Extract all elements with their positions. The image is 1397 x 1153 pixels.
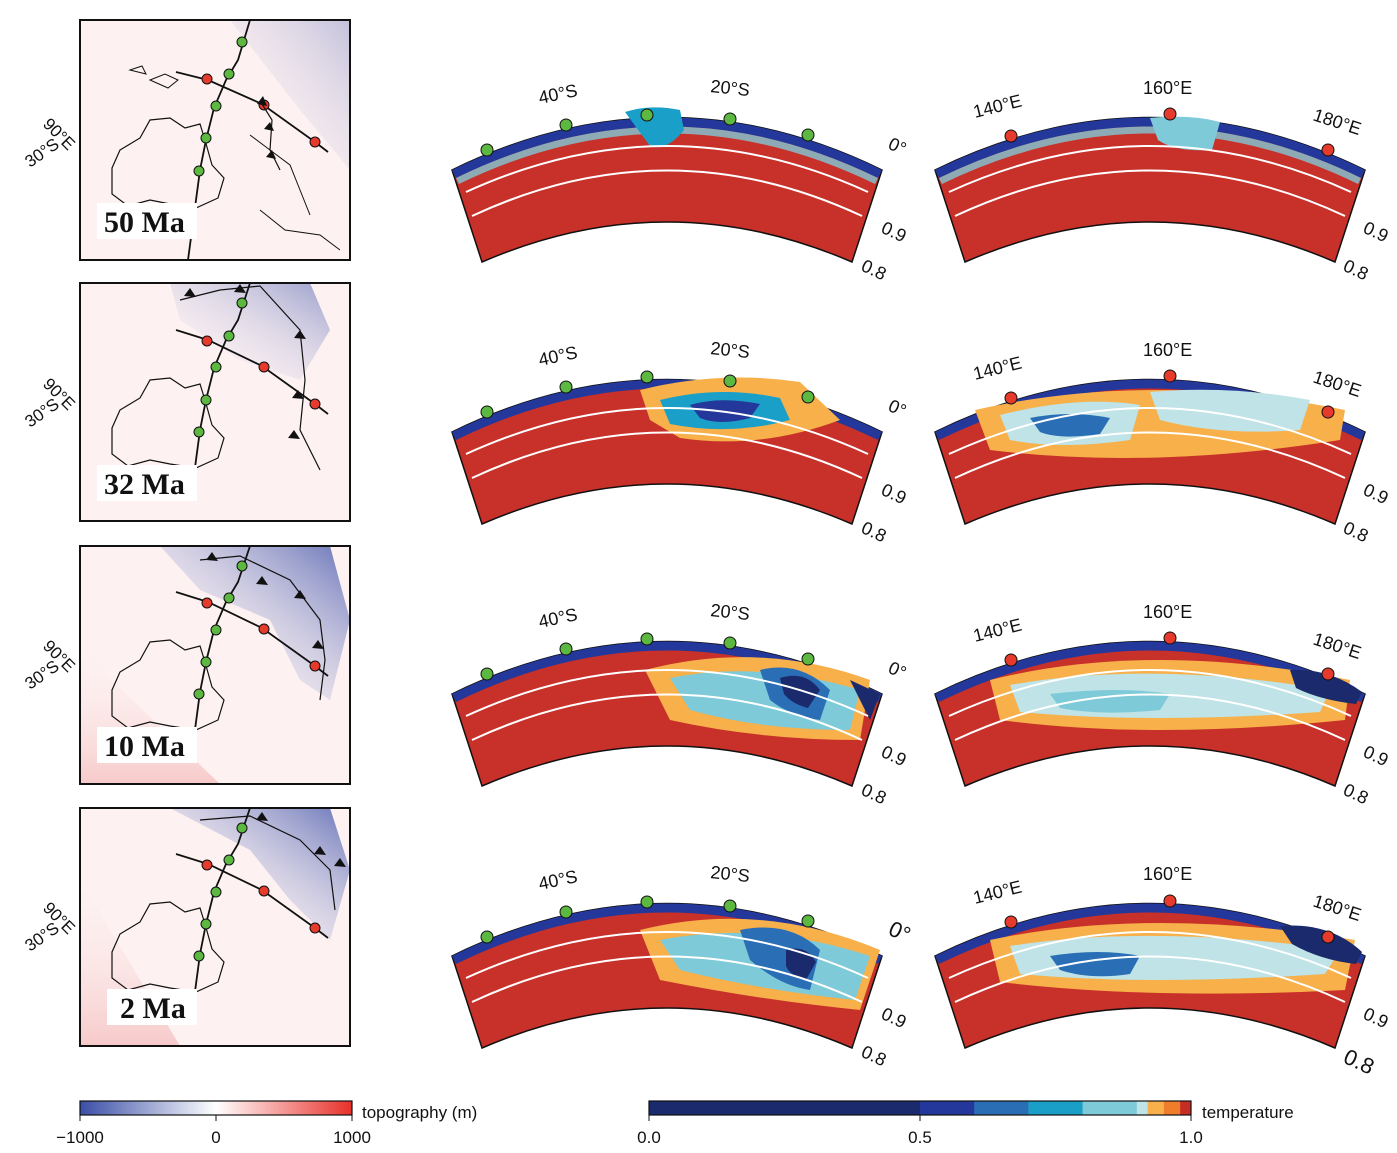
temp-colorbar-segment xyxy=(1180,1101,1192,1115)
tick-160e: 160°E xyxy=(1143,78,1192,98)
temp-tick-max: 1.0 xyxy=(1179,1128,1203,1147)
temp-colorbar-segment xyxy=(1163,1101,1181,1115)
depth-0-8: 0.8 xyxy=(1340,517,1371,546)
temp-colorbar-segment xyxy=(974,1101,1029,1115)
tick-180e: 180°E xyxy=(1311,891,1364,925)
cross-section-b: 140°E 160°E 180°E 0.9 0.8 xyxy=(934,602,1391,808)
topography-colorbar: −1000 0 1000 topography (m) xyxy=(56,1100,477,1147)
tick-20s: 20°S xyxy=(710,338,751,362)
row-50ma: 50 Ma 30°S 90°E 40°S 20°S 0° 0.9 0.8 xyxy=(21,19,1391,284)
cross-section-b: 140°E 160°E 180°E 0.9 0.8 xyxy=(934,340,1391,546)
depth-0-8: 0.8 xyxy=(1340,255,1371,284)
map-panel: 2 Ma 30°S 90°E xyxy=(21,807,351,1047)
green-marker xyxy=(200,132,212,144)
temperature-colorbar: 0.0 0.5 1.0 temperature xyxy=(637,1100,1294,1147)
subduction-triangle xyxy=(257,96,267,106)
age-label: 50 Ma xyxy=(104,206,185,239)
temp-colorbar-segment xyxy=(1082,1101,1138,1115)
topo-tick-min: −1000 xyxy=(56,1128,104,1147)
red-marker xyxy=(201,73,213,85)
map-panel: 10 Ma 30°S 90°E xyxy=(21,545,351,785)
tick-180e: 180°E xyxy=(1311,629,1364,663)
topo-tick-max: 1000 xyxy=(333,1128,371,1147)
row-2ma: 2 Ma 30°S 90°E 40°S 20°S 0° 0.9 0.8 xyxy=(21,807,1391,1080)
row-32ma: 32 Ma 30°S 90°E 40°S 20°S 0° 0.9 0.8 xyxy=(21,282,1391,546)
tick-140e: 140°E xyxy=(971,353,1024,384)
tick-180e: 180°E xyxy=(1311,367,1364,401)
age-label-bg xyxy=(97,203,197,239)
tick-20s: 20°S xyxy=(710,76,751,100)
tick-140e: 140°E xyxy=(971,877,1024,908)
depth-0-8: 0.8 xyxy=(858,517,889,546)
map-frame xyxy=(79,807,351,1047)
tick-20s: 20°S xyxy=(710,600,751,624)
map-frame xyxy=(79,19,351,261)
red-marker xyxy=(309,136,321,148)
temperature-gradient xyxy=(649,1101,1192,1115)
age-label: 32 Ma xyxy=(104,468,185,501)
green-marker xyxy=(210,100,222,112)
map-frame xyxy=(79,545,351,785)
tick-20s: 20°S xyxy=(710,862,751,886)
cross-section-a: 40°S 20°S 0° 0.9 0.8 xyxy=(451,600,909,808)
tick-160e: 160°E xyxy=(1143,602,1192,622)
depth-0-8: 0.8 xyxy=(1340,779,1371,808)
tick-0deg: 0° xyxy=(885,395,909,420)
topo-tick-zero: 0 xyxy=(211,1128,220,1147)
depth-0-8: 0.8 xyxy=(858,255,889,284)
cross-section-a: 40°S 20°S 0° 0.9 0.8 xyxy=(451,338,909,546)
australia-coastline xyxy=(111,117,225,209)
tick-140e: 140°E xyxy=(971,615,1024,646)
depth-0-9: 0.9 xyxy=(1360,217,1391,246)
map-panel: 50 Ma 30°S 90°E xyxy=(21,19,351,261)
temp-colorbar-segment xyxy=(1147,1101,1165,1115)
tick-40s: 40°S xyxy=(537,604,580,632)
tick-160e: 160°E xyxy=(1143,340,1192,360)
green-marker xyxy=(223,68,235,80)
cross-section-a: 40°S 20°S 0° 0.9 0.8 xyxy=(451,862,915,1070)
topography-gradient xyxy=(79,1100,353,1116)
depth-0-9: 0.9 xyxy=(1360,741,1391,770)
age-label: 10 Ma xyxy=(104,730,185,763)
depth-0-9: 0.9 xyxy=(1360,479,1391,508)
tick-160e: 160°E xyxy=(1143,864,1192,884)
depth-0-8: 0.8 xyxy=(1340,1044,1378,1080)
subduction-triangle xyxy=(266,150,276,159)
depth-0-9: 0.9 xyxy=(878,217,909,246)
tick-0deg: 0° xyxy=(885,916,915,948)
cross-section-a: 40°S 20°S 0° 0.9 0.8 xyxy=(451,76,909,284)
depth-0-9: 0.9 xyxy=(878,1003,909,1032)
tick-40s: 40°S xyxy=(537,866,580,894)
tick-0deg: 0° xyxy=(885,133,909,158)
tick-40s: 40°S xyxy=(537,342,580,370)
depth-0-8: 0.8 xyxy=(858,1041,889,1070)
temp-colorbar-segment xyxy=(649,1101,921,1115)
depth-0-9: 0.9 xyxy=(878,479,909,508)
cross-section-b: 140°E 160°E 180°E 0.9 0.8 xyxy=(934,864,1391,1080)
cross-section-b: 140°E 160°E 180°E 0.9 0.8 xyxy=(934,78,1391,284)
subduction-triangle xyxy=(264,122,274,131)
map-panel: 32 Ma 30°S 90°E xyxy=(21,282,351,522)
map-frame xyxy=(79,282,351,522)
tick-180e: 180°E xyxy=(1311,105,1364,139)
tick-140e: 140°E xyxy=(971,91,1024,122)
depth-0-9: 0.9 xyxy=(878,741,909,770)
tick-0deg: 0° xyxy=(885,657,909,682)
age-label: 2 Ma xyxy=(120,992,186,1025)
depth-0-9: 0.9 xyxy=(1360,1003,1391,1032)
temp-colorbar-segment xyxy=(920,1101,975,1115)
depth-0-8: 0.8 xyxy=(858,779,889,808)
temp-tick-mid: 0.5 xyxy=(908,1128,932,1147)
topo-colorbar-label: topography (m) xyxy=(362,1103,477,1122)
green-marker xyxy=(193,165,205,177)
row-10ma: 10 Ma 30°S 90°E 40°S 20°S 0° 0.9 0.8 xyxy=(21,545,1391,808)
temp-colorbar-label: temperature xyxy=(1202,1103,1294,1122)
temp-tick-min: 0.0 xyxy=(637,1128,661,1147)
tick-40s: 40°S xyxy=(537,80,580,108)
green-marker xyxy=(236,36,248,48)
temp-colorbar-segment xyxy=(1028,1101,1084,1115)
temp-colorbar-segment xyxy=(1136,1101,1149,1115)
